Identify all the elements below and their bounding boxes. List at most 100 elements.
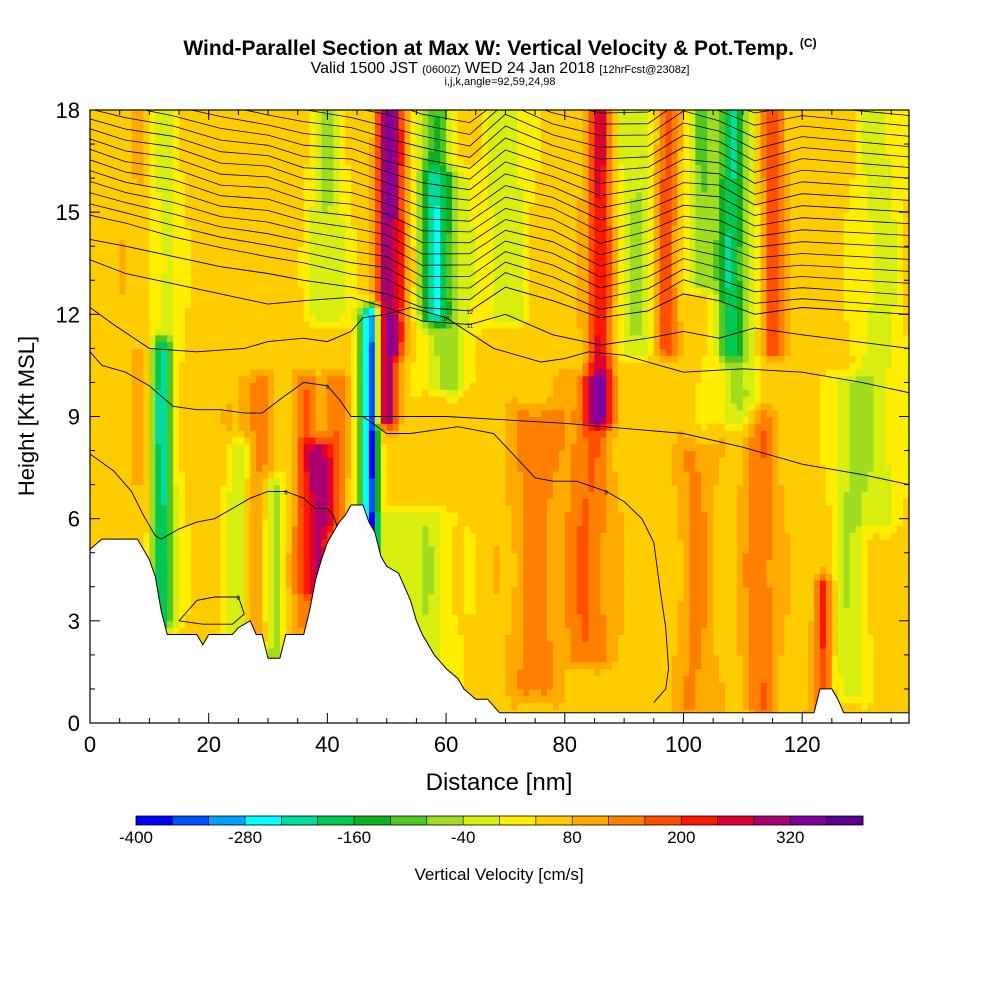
w-cell <box>161 566 168 574</box>
w-cell <box>184 436 192 445</box>
w-cell <box>374 293 382 302</box>
w-cell <box>333 341 340 349</box>
w-cell <box>131 518 139 527</box>
w-cell <box>345 341 352 349</box>
w-cell <box>190 225 198 234</box>
w-cell <box>410 477 418 486</box>
w-cell <box>315 443 323 452</box>
w-cell <box>285 532 293 540</box>
w-cell <box>184 334 192 343</box>
w-cell <box>167 171 174 179</box>
w-cell <box>398 171 406 179</box>
w-cell <box>90 539 97 547</box>
w-cell <box>101 484 109 493</box>
w-cell <box>161 157 168 166</box>
w-cell <box>285 280 293 288</box>
w-cell <box>368 470 376 479</box>
w-cell <box>137 314 145 322</box>
w-cell <box>279 505 287 513</box>
w-cell <box>226 253 234 261</box>
w-cell <box>238 559 245 567</box>
w-cell <box>167 436 174 445</box>
w-cell <box>285 436 293 445</box>
w-cell <box>125 505 133 513</box>
w-cell <box>374 212 382 220</box>
w-cell <box>214 334 222 343</box>
w-cell <box>149 144 156 152</box>
w-cell <box>113 498 121 506</box>
w-cell <box>380 430 388 438</box>
w-cell <box>250 484 257 493</box>
w-cell <box>143 498 150 506</box>
w-cell <box>125 362 133 370</box>
w-cell <box>398 409 406 418</box>
w-cell <box>179 375 186 384</box>
w-cell <box>297 157 305 166</box>
w-cell <box>273 205 281 213</box>
w-cell <box>256 287 263 295</box>
w-cell <box>374 396 382 404</box>
w-cell <box>173 232 180 241</box>
w-cell <box>392 191 400 200</box>
w-cell <box>161 545 168 554</box>
w-cell <box>351 144 358 152</box>
w-cell <box>363 402 370 411</box>
w-cell <box>155 341 162 349</box>
w-cell <box>196 607 204 615</box>
w-cell <box>339 470 346 479</box>
w-cell <box>351 416 358 424</box>
w-cell <box>143 430 150 438</box>
w-cell <box>220 232 228 241</box>
w-cell <box>392 491 400 499</box>
w-cell <box>273 627 281 636</box>
w-cell <box>303 559 311 567</box>
w-cell <box>279 280 287 288</box>
w-cell <box>416 491 423 499</box>
w-cell <box>232 436 239 445</box>
w-cell <box>256 259 263 268</box>
w-cell <box>285 307 293 315</box>
w-cell <box>262 545 269 554</box>
w-cell <box>351 368 358 377</box>
w-cell <box>309 205 317 213</box>
w-cell <box>202 246 210 254</box>
w-cell <box>268 620 275 629</box>
w-cell <box>226 198 234 206</box>
w-cell <box>149 355 156 363</box>
w-cell <box>273 300 281 309</box>
w-cell <box>113 362 121 370</box>
w-cell <box>268 470 275 479</box>
w-cell <box>190 307 198 315</box>
w-cell <box>327 212 334 220</box>
w-cell <box>363 246 370 254</box>
w-cell <box>119 532 127 540</box>
w-cell <box>119 307 127 315</box>
w-cell <box>226 470 234 479</box>
w-cell <box>190 416 198 424</box>
w-cell <box>380 300 388 309</box>
w-cell <box>238 573 245 581</box>
w-cell <box>119 273 127 281</box>
w-cell <box>285 287 293 295</box>
w-cell <box>143 293 150 302</box>
w-cell <box>155 545 162 554</box>
w-cell <box>392 355 400 363</box>
w-cell <box>404 280 412 288</box>
w-cell <box>137 525 145 533</box>
w-cell <box>190 334 198 343</box>
w-cell <box>131 491 139 499</box>
w-cell <box>90 375 97 384</box>
w-cell <box>351 205 358 213</box>
w-cell <box>368 362 376 370</box>
w-cell <box>179 137 186 145</box>
w-cell <box>262 436 269 445</box>
w-cell <box>357 491 364 499</box>
w-cell <box>250 157 257 166</box>
w-cell <box>297 205 305 213</box>
w-cell <box>398 144 406 152</box>
w-cell <box>386 348 394 356</box>
w-cell <box>303 457 311 465</box>
w-cell <box>238 130 245 138</box>
w-cell <box>143 280 150 288</box>
w-cell <box>262 402 269 411</box>
